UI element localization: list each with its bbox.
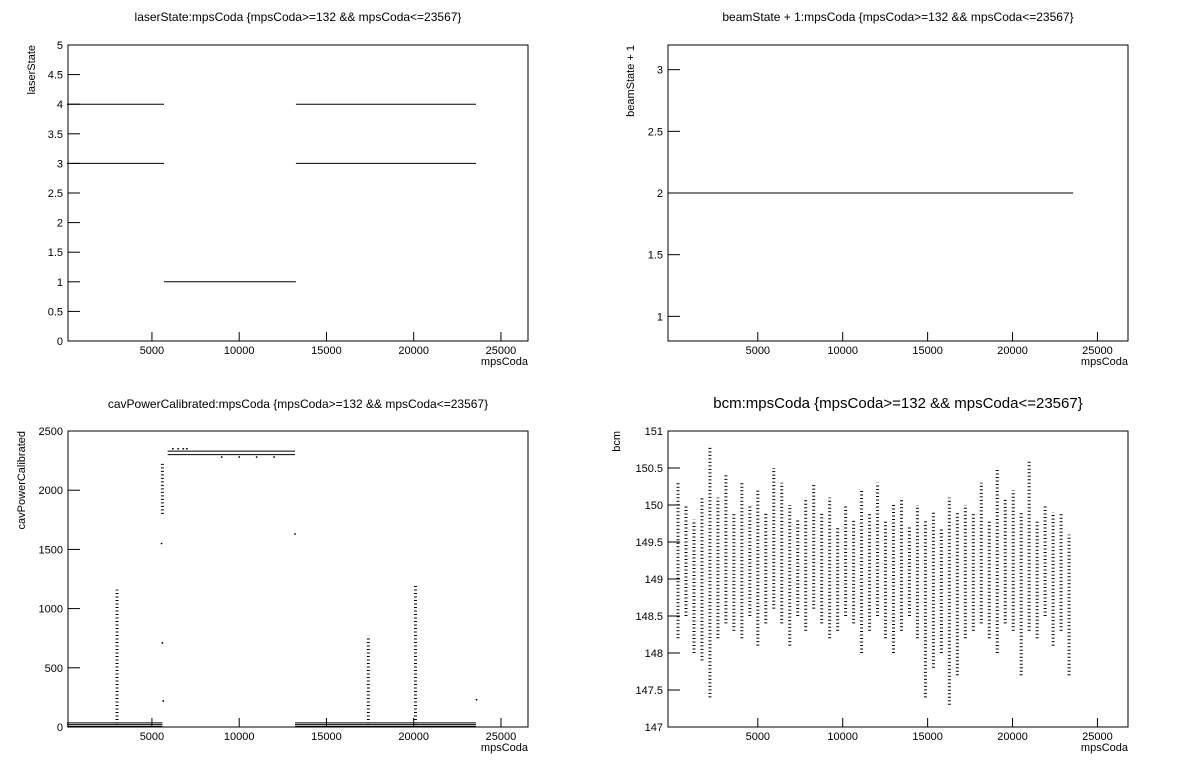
y-axis-title: cavPowerCalibrated [16,431,28,529]
y-tick-label: 2.5 [648,126,663,138]
x-tick-label: 25000 [1082,345,1113,357]
x-tick-label: 25000 [1082,731,1113,743]
x-tick-label: 5000 [140,731,164,743]
y-tick-label: 147 [645,722,663,734]
x-tick-label: 5000 [140,345,164,357]
y-tick-label: 0 [57,722,63,734]
x-axis-title: mpsCoda [481,742,529,754]
x-tick-label: 25000 [486,345,517,357]
y-tick-label: 1000 [39,604,63,616]
x-tick-label: 15000 [311,345,342,357]
data-point [162,700,165,702]
y-tick-label: 3 [657,65,663,77]
x-tick-label: 20000 [997,731,1028,743]
y-tick-label: 2500 [39,426,63,438]
y-axis-title: bcm [611,431,623,452]
y-tick-label: 149 [645,574,663,586]
x-tick-label: 20000 [398,345,429,357]
y-tick-label: 4.5 [48,70,63,82]
x-tick-label: 10000 [827,731,858,743]
y-tick-label: 1.5 [648,250,663,262]
data-point [255,456,258,458]
data-point [182,447,185,450]
data-point [171,447,174,450]
x-tick-label: 25000 [486,731,517,743]
x-axis-title: mpsCoda [481,356,529,368]
data-point [273,456,275,458]
chart-title: cavPowerCalibrated:mpsCoda {mpsCoda>=132… [108,397,488,411]
y-tick-label: 5 [57,40,63,52]
y-tick-label: 500 [45,663,63,675]
y-tick-label: 2.5 [48,188,63,200]
x-tick-label: 15000 [311,731,342,743]
y-tick-label: 149.5 [635,537,663,549]
y-tick-label: 2000 [39,485,63,497]
y-tick-label: 2 [57,218,63,230]
chart-title: bcm:mpsCoda {mpsCoda>=132 && mpsCoda<=23… [713,395,1082,412]
y-tick-label: 151 [645,426,663,438]
data-point [220,456,223,458]
x-tick-label: 5000 [746,345,770,357]
chart-title: laserState:mpsCoda {mpsCoda>=132 && mpsC… [135,10,462,24]
y-axis-title: laserState [26,45,38,95]
y-tick-label: 4 [57,99,63,111]
data-point [160,542,163,545]
y-tick-label: 3 [57,158,63,170]
data-point [161,642,164,644]
y-tick-label: 150 [645,500,663,512]
y-tick-label: 2 [657,188,663,200]
y-tick-label: 147.5 [635,685,663,697]
data-point [177,447,180,450]
data-point [238,456,241,458]
y-tick-label: 1 [657,311,663,323]
y-tick-label: 1500 [39,544,63,556]
x-tick-label: 10000 [827,345,858,357]
x-tick-label: 10000 [224,345,255,357]
y-tick-label: 1.5 [48,247,63,259]
plot-frame [67,430,529,728]
data-point [185,447,188,450]
y-tick-label: 0 [57,336,63,348]
y-tick-label: 148.5 [635,611,663,623]
x-tick-label: 15000 [912,731,943,743]
y-tick-label: 0.5 [48,306,63,318]
data-point [294,533,296,535]
x-tick-label: 20000 [997,345,1028,357]
y-tick-label: 1 [57,277,63,289]
chart-title: beamState + 1:mpsCoda {mpsCoda>=132 && m… [722,10,1073,24]
y-tick-label: 148 [645,648,663,660]
x-tick-label: 15000 [912,345,943,357]
x-tick-label: 20000 [398,731,429,743]
x-axis-title: mpsCoda [1081,356,1129,368]
y-tick-label: 3.5 [48,129,63,141]
x-tick-label: 10000 [224,731,255,743]
y-axis-title: beamState + 1 [625,45,637,117]
data-point [475,698,478,701]
y-tick-label: 150.5 [635,463,663,475]
x-tick-label: 5000 [746,731,770,743]
x-axis-title: mpsCoda [1081,742,1129,754]
